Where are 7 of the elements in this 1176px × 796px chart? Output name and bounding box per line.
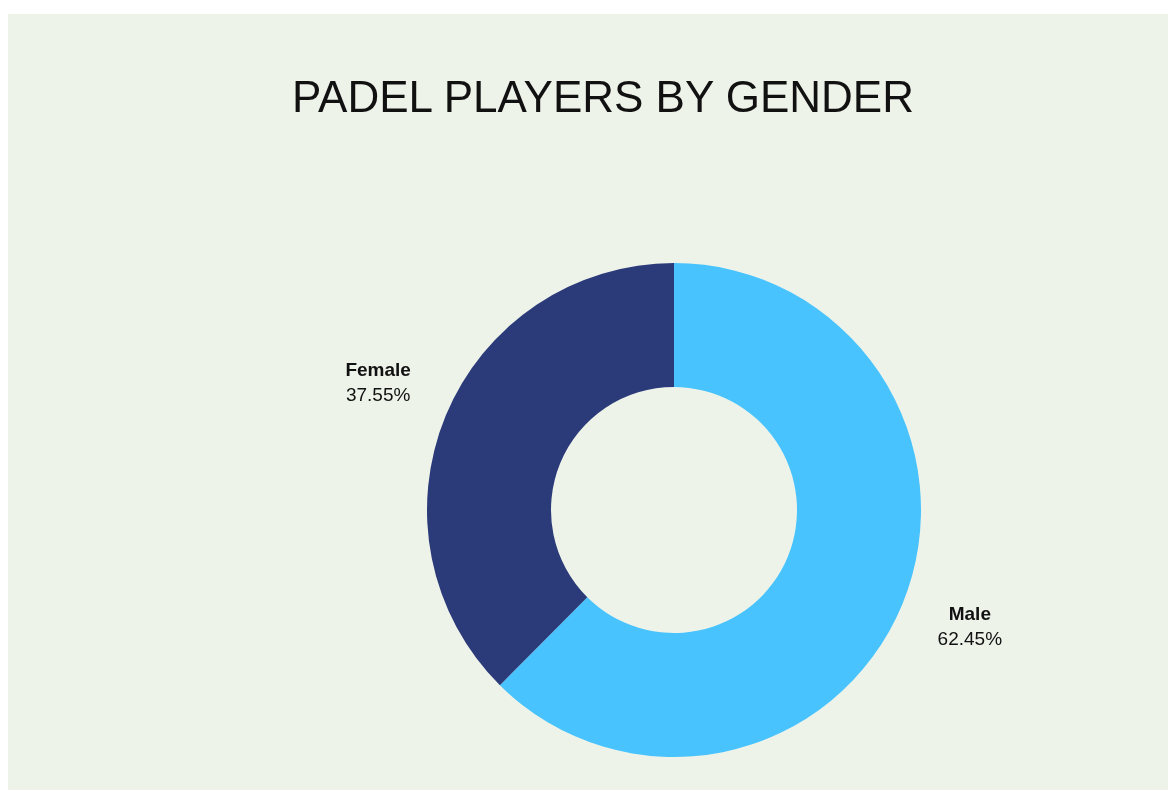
slice-label: Female [345, 359, 411, 381]
data-label: 37.55% [345, 384, 411, 406]
donut-slice [499, 263, 921, 757]
data-label: 62.45% [937, 627, 1003, 649]
chart-title: PADEL PLAYERS BY GENDER [292, 72, 914, 121]
slice-label: Male [948, 602, 991, 624]
donut-slice [427, 263, 674, 686]
